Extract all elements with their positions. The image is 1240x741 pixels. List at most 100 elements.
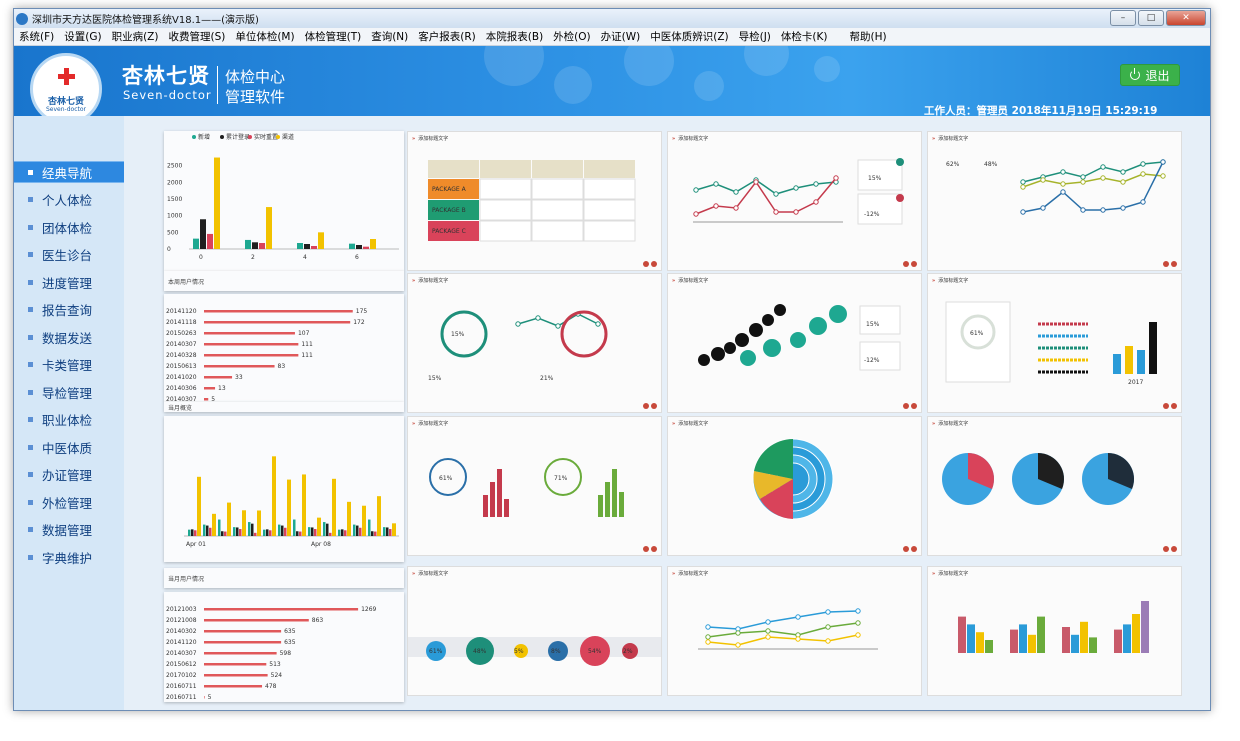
slide-thumb-2[interactable]: » 添加标题文字 62% 48% [927,131,1182,271]
slide-thumb-10[interactable]: » 添加标题文字 [667,566,922,696]
slide-nav[interactable] [903,546,917,552]
sidebar-item-14[interactable]: 字典维护 [14,546,124,568]
prev-icon[interactable] [1163,403,1169,409]
prev-icon[interactable] [903,546,909,552]
menu-item-9[interactable]: 外检(O) [553,31,591,43]
close-button[interactable]: ✕ [1166,10,1206,26]
maximize-button[interactable]: □ [1138,10,1164,26]
slide-thumb-4[interactable]: » 添加标题文字 15% -12% [667,273,922,413]
series-point [825,624,831,630]
series-point [1140,199,1146,205]
menu-item-8[interactable]: 本院报表(B) [485,31,544,43]
bar [1149,322,1157,374]
menu-item-2[interactable]: 职业病(Z) [111,31,159,43]
prev-icon[interactable] [903,403,909,409]
slide-thumb-11[interactable]: » 添加标题文字 [927,566,1182,696]
bar [296,531,299,536]
prev-icon[interactable] [1163,546,1169,552]
next-icon[interactable] [1171,261,1177,267]
slide-thumb-0[interactable]: » 添加标题文字 PACKAGE A PACKAGE B PACKAGE C [407,131,662,271]
next-icon[interactable] [651,546,657,552]
sidebar-item-3[interactable]: 医生诊台 [14,244,124,266]
menu-item-1[interactable]: 设置(G) [64,31,102,43]
bar [242,510,246,536]
minimize-button[interactable]: – [1110,10,1136,26]
sidebar-item-4[interactable]: 进度管理 [14,271,124,293]
bar [958,616,966,653]
menu-item-0[interactable]: 系统(F) [19,31,55,43]
sidebar-item-5[interactable]: 报告查询 [14,299,124,321]
prev-icon[interactable] [1163,261,1169,267]
next-icon[interactable] [911,546,917,552]
menu-item-5[interactable]: 体检管理(T) [304,31,362,43]
slide-nav[interactable] [903,403,917,409]
slide-nav[interactable] [643,261,657,267]
bar [204,641,282,644]
slide-thumb-3[interactable]: » 添加标题文字 15% 15% 21% [407,273,662,413]
brand-divider [217,66,218,104]
menu-item-6[interactable]: 查询(N) [371,31,409,43]
series-point [765,634,771,640]
bar [359,527,362,536]
bar [341,529,344,536]
legend-dot [192,135,196,139]
next-icon[interactable] [651,261,657,267]
sidebar-item-10[interactable]: 中医体质 [14,436,124,458]
bullet-icon [28,362,33,367]
slide-thumb-1[interactable]: » 添加标题文字 15% -12% [667,131,922,271]
series-point [735,642,741,648]
slide-thumb-6[interactable]: » 添加标题文字 61% 71% [407,416,662,556]
pie-slice [754,439,793,479]
bar [204,652,277,655]
slide-thumb-5[interactable]: » 添加标题文字 61% 2017 [927,273,1182,413]
scatter-point [749,323,763,337]
sidebar-item-6[interactable]: 数据发送 [14,326,124,348]
sidebar-item-12[interactable]: 外检管理 [14,491,124,513]
sidebar-item-13[interactable]: 数据管理 [14,519,124,541]
slide-nav[interactable] [903,261,917,267]
menu-item-7[interactable]: 客户报表(R) [418,31,476,43]
slide-thumb-7[interactable]: » 添加标题文字 [667,416,922,556]
sidebar-item-9[interactable]: 职业体检 [14,409,124,431]
sidebar-item-1[interactable]: 个人体检 [14,189,124,211]
sidebar-item-8[interactable]: 导检管理 [14,381,124,403]
next-icon[interactable] [911,261,917,267]
data-label: 172 [353,319,365,326]
menu-item-10[interactable]: 办证(W) [600,31,641,43]
prev-icon[interactable] [643,261,649,267]
series-point [713,203,719,209]
slide-thumb-9[interactable]: » 添加标题文字 61% 48% 5% 8% 54% 2% [407,566,662,696]
prev-icon[interactable] [643,546,649,552]
menu-item-11[interactable]: 中医体质辨识(Z) [650,31,729,43]
bar [318,232,324,249]
bar [194,530,197,536]
slide-label: 15% [428,375,442,382]
next-icon[interactable] [911,403,917,409]
slide-nav[interactable] [1163,261,1177,267]
slide-nav[interactable] [643,546,657,552]
prev-icon[interactable] [903,261,909,267]
slide-thumb-8[interactable]: » 添加标题文字 [927,416,1182,556]
sidebar-item-0[interactable]: 经典导航 [14,161,124,183]
slide-nav[interactable] [643,403,657,409]
menu-item-3[interactable]: 收费管理(S) [168,31,226,43]
series-point [753,179,759,185]
sidebar-item-11[interactable]: 办证管理 [14,464,124,486]
next-icon[interactable] [1171,403,1177,409]
slide-nav[interactable] [1163,546,1177,552]
series-point [595,321,601,327]
menu-item-14[interactable]: 帮助(H) [849,31,887,43]
sidebar-item-7[interactable]: 卡类管理 [14,354,124,376]
exit-button[interactable]: 退出 [1120,64,1180,86]
next-icon[interactable] [651,403,657,409]
next-icon[interactable] [1171,546,1177,552]
sidebar-item-2[interactable]: 团体体检 [14,216,124,238]
sidebar-item-label: 医生诊台 [42,248,93,263]
donut [429,458,467,496]
menu-item-4[interactable]: 单位体检(M) [235,31,295,43]
menu-item-13[interactable]: 体检卡(K) [780,31,828,43]
slide-nav[interactable] [1163,403,1177,409]
menu-item-12[interactable]: 导检(J) [738,31,771,43]
slide-label: 71% [554,475,568,482]
prev-icon[interactable] [643,403,649,409]
